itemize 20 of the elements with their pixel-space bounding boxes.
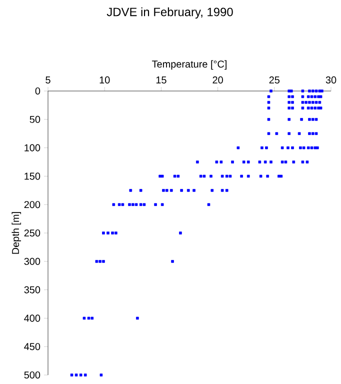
y-tick-label: 450 [24,343,40,350]
y-tick-label: 500 [24,371,40,379]
x-tick-label: 15 [156,76,166,84]
y-tick-label: 400 [24,314,40,322]
x-tick-label: 25 [269,76,280,84]
y-tick-label: 50 [30,116,40,123]
y-tick-label: 150 [24,172,40,180]
y-tick-label: 100 [24,144,40,152]
y-tick-label: 200 [24,201,40,208]
x-tick-label: 30 [326,76,336,84]
x-tick-label: 5 [46,76,50,84]
y-tick-label: 350 [24,286,40,294]
x-tick-label: 20 [212,76,223,84]
y-tick-label: 300 [24,258,40,265]
x-axis-title: Temperature [°C] [152,60,226,70]
x-tick-label: 10 [100,76,110,84]
chart-title: JDVE in February, 1990 [106,7,233,19]
y-axis-title: Depth [m] [12,212,22,254]
y-tick-label: 0 [35,87,40,95]
y-tick-label: 250 [24,229,40,237]
